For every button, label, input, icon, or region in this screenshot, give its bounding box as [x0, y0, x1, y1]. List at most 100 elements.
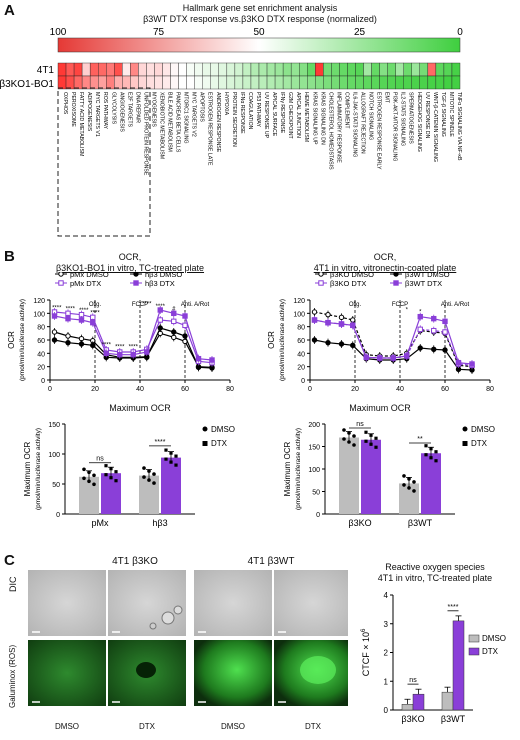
- ocr-point: [350, 342, 356, 349]
- data-dot: [169, 451, 173, 455]
- ocr-point: [311, 309, 318, 315]
- data-dot: [87, 479, 91, 484]
- ros-significance: ns: [409, 677, 417, 684]
- gene-set-label: BILE ACID METABOLISM: [167, 92, 173, 152]
- data-dot: [147, 469, 151, 473]
- significance-mark: ****: [129, 345, 139, 351]
- heatmap-cell-4t1: [323, 62, 332, 77]
- gene-set-label: APICAL SURFACE: [271, 92, 277, 137]
- dic-b3ko-dtx-image: [108, 570, 186, 636]
- dic-b3wt-dtx-image: [274, 570, 352, 636]
- data-dot: [402, 474, 406, 478]
- ocr-point: [117, 351, 123, 358]
- gene-set-label: UV RESPONSE UP: [263, 92, 269, 139]
- ocr-point: [377, 355, 383, 361]
- heatmap-cell-4t1: [266, 62, 276, 77]
- heatmap-cell-b3ko: [339, 75, 348, 90]
- y-tick-label: 20: [297, 365, 305, 372]
- heatmap-cell-4t1: [315, 62, 324, 77]
- heatmap-cell-b3ko: [178, 75, 187, 90]
- gene-set-label: KRAS SIGNALING DN: [319, 92, 325, 145]
- y-tick-label: 150: [308, 445, 320, 452]
- scale-tick-label: 75: [153, 27, 165, 38]
- ocr-point: [171, 329, 177, 335]
- ros-bar-dmso: [441, 691, 454, 711]
- x-tick-label: 80: [226, 386, 234, 393]
- heatmap-cell-4t1: [97, 62, 107, 77]
- injection-label: Anti. A/Rot: [441, 302, 470, 308]
- ocr-point: [182, 313, 188, 319]
- y-tick-label: 120: [293, 298, 305, 305]
- data-dot: [342, 437, 346, 441]
- ocr-legend-entry: hβ3 DMSO: [145, 272, 182, 279]
- data-dot: [82, 476, 86, 481]
- ros-significance: ****: [448, 604, 459, 611]
- y-tick-label: 200: [308, 422, 320, 429]
- dic-b3ko-dmso-image: [28, 570, 106, 636]
- heatmap-cell-b3ko: [403, 75, 412, 90]
- ocr-point: [311, 317, 318, 323]
- row-label-4t1: 4T1: [37, 65, 55, 76]
- significance-mark: ****: [102, 343, 112, 349]
- gene-set-label: COAGULATION: [247, 92, 253, 130]
- heatmap-cell-b3ko: [331, 75, 340, 90]
- heatmap-cell-b3ko: [114, 75, 123, 90]
- ocr-point: [65, 333, 71, 339]
- y-tick-label: 0: [41, 378, 45, 385]
- gene-set-label: MYC TARGETS V1: [94, 92, 100, 137]
- y-tick-label: 0: [56, 512, 60, 519]
- gene-set-label: UV RESPONSE DN: [424, 92, 430, 139]
- heatmap-cell-b3ko: [81, 75, 91, 90]
- x-tick-label: 40: [396, 386, 404, 393]
- data-dot: [412, 480, 416, 484]
- legend-dtx: DTX: [211, 439, 228, 448]
- ros-b3ko-dmso-image: [28, 640, 106, 706]
- y-tick-label: 60: [297, 338, 305, 345]
- data-dot: [152, 472, 156, 476]
- scale-tick-label: 100: [50, 27, 67, 38]
- x-tick-label: 40: [136, 386, 144, 393]
- significance-label: **: [417, 436, 423, 443]
- gene-set-label: MYC TARGETS V2: [191, 92, 197, 137]
- heatmap-row-labels: 4T1 β3KO1-BO1: [0, 65, 54, 90]
- data-dot: [82, 467, 86, 472]
- heatmap-cell-b3ko: [355, 75, 364, 90]
- heatmap-cell-b3ko: [347, 75, 356, 90]
- gene-set-label: IL2-STAT5 SIGNALING: [400, 92, 406, 146]
- heatmap-cell-4t1: [65, 62, 75, 77]
- ocr-point: [404, 353, 410, 359]
- data-dot: [164, 457, 168, 461]
- ocr-right-title-line2: 4T1 in vitro, vitronectin-coated plate: [313, 263, 457, 273]
- ocr-point: [417, 345, 423, 351]
- gene-set-label: MYOGENESIS: [150, 92, 156, 127]
- y-tick-label: 3: [384, 620, 389, 629]
- heatmap-cell-b3ko: [363, 75, 372, 90]
- data-dot: [152, 481, 156, 485]
- ocr-point: [65, 339, 71, 346]
- y-axis-label: OCR: [267, 331, 276, 349]
- x-tick-label: 0: [48, 386, 52, 393]
- heatmap-cell-4t1: [355, 62, 364, 77]
- heatmap-cell-4t1: [114, 62, 123, 77]
- gene-set-label: GLYCOLYSIS: [110, 92, 116, 125]
- ocr-point: [103, 350, 109, 357]
- heatmap-cell-b3ko: [138, 75, 147, 90]
- ocr-point: [209, 357, 215, 363]
- ocr-left-chart: 020406080100120020406080Time (minutes)OC…: [7, 298, 234, 393]
- data-dot: [164, 448, 168, 452]
- heatmap-cell-4t1: [130, 62, 139, 77]
- max-ocr-left-title: Maximum OCR: [109, 403, 171, 413]
- gene-set-label: KRAS SIGNALING UP: [311, 92, 317, 145]
- heatmap-cell-4t1: [210, 62, 219, 77]
- gene-set-label: MTORC1 SIGNALING: [183, 92, 189, 144]
- heatmap-cell-4t1: [387, 62, 396, 77]
- y-tick-label: 150: [48, 422, 60, 429]
- injection-label: FCCP: [392, 302, 408, 308]
- heatmap-cell-4t1: [194, 62, 203, 77]
- gene-set-label: FATTY ACID METABOLISM: [78, 92, 84, 156]
- y-tick-label: 50: [52, 482, 60, 489]
- heatmap-cell-b3ko: [266, 75, 276, 90]
- ocr-point: [442, 318, 448, 325]
- data-dot: [374, 445, 378, 449]
- y-tick-label: 100: [293, 311, 305, 318]
